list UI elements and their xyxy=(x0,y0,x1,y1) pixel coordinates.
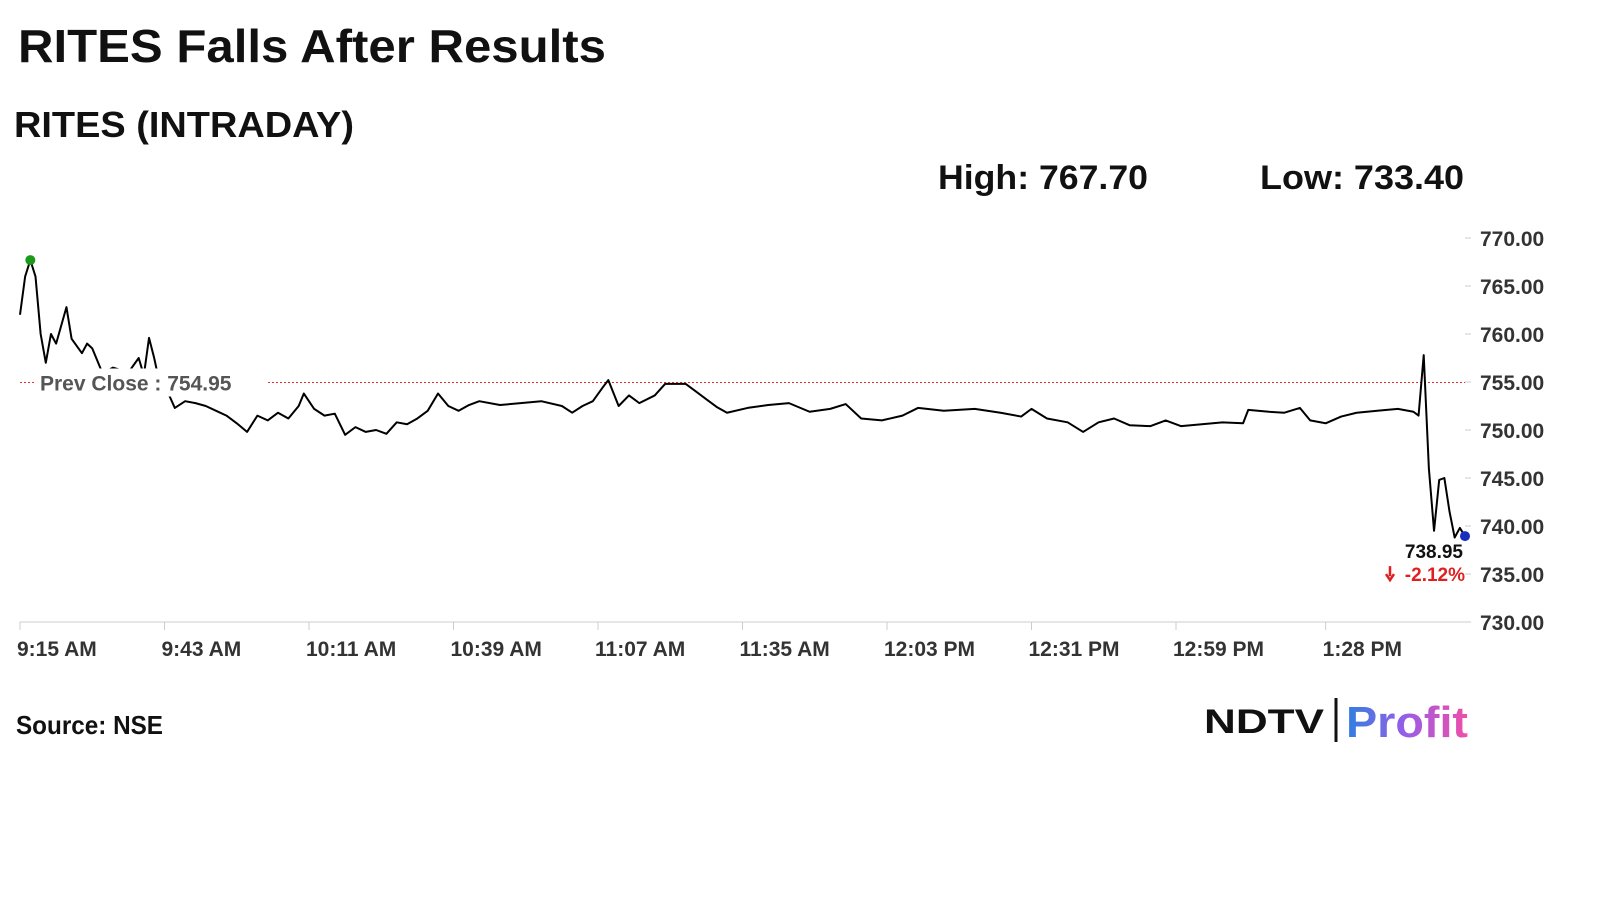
chart-title: RITES Falls After Results xyxy=(18,20,606,72)
x-tick-label: 10:39 AM xyxy=(451,638,542,661)
y-tick-label: 750.00 xyxy=(1480,420,1544,443)
low-label: Low: 733.40 xyxy=(1260,159,1464,197)
logo-ndtv: NDTV xyxy=(1204,703,1324,741)
down-arrow xyxy=(1384,566,1396,583)
x-tick-label: 11:35 AM xyxy=(740,638,830,661)
x-tick-label: 9:43 AM xyxy=(162,638,242,661)
x-tick-label: 12:59 PM xyxy=(1173,638,1264,661)
y-tick-label: 765.00 xyxy=(1480,276,1544,299)
x-tick-label: 1:28 PM xyxy=(1323,638,1402,661)
x-tick-label: 12:31 PM xyxy=(1029,638,1120,661)
high-marker xyxy=(25,255,36,266)
logo-profit: Profit xyxy=(1346,698,1468,747)
chart-subtitle: RITES (INTRADAY) xyxy=(14,104,354,145)
y-tick-label: 730.00 xyxy=(1480,612,1544,635)
prev-close-label: Prev Close : 754.95 xyxy=(40,372,232,395)
last-marker xyxy=(1460,531,1470,542)
prev-close-bg xyxy=(34,368,268,397)
y-tick-label: 740.00 xyxy=(1480,516,1544,539)
y-tick-label: 735.00 xyxy=(1480,564,1544,587)
x-tick-label: 9:15 AM xyxy=(17,638,97,661)
y-tick-label: 770.00 xyxy=(1480,228,1544,251)
last-value-label: 738.95 xyxy=(1405,542,1464,563)
y-tick-label: 745.00 xyxy=(1480,468,1544,491)
source: Source: NSE xyxy=(16,710,163,740)
x-tick-label: 10:11 AM xyxy=(306,638,396,661)
price-line xyxy=(19,259,1466,539)
x-tick-label: 12:03 PM xyxy=(884,638,975,661)
y-tick-label: 755.00 xyxy=(1480,372,1544,395)
x-tick-label: 11:07 AM xyxy=(595,638,685,661)
high-label: High: 767.70 xyxy=(938,159,1148,197)
change-label: -2.12% xyxy=(1405,565,1465,586)
y-tick-label: 760.00 xyxy=(1480,324,1544,347)
